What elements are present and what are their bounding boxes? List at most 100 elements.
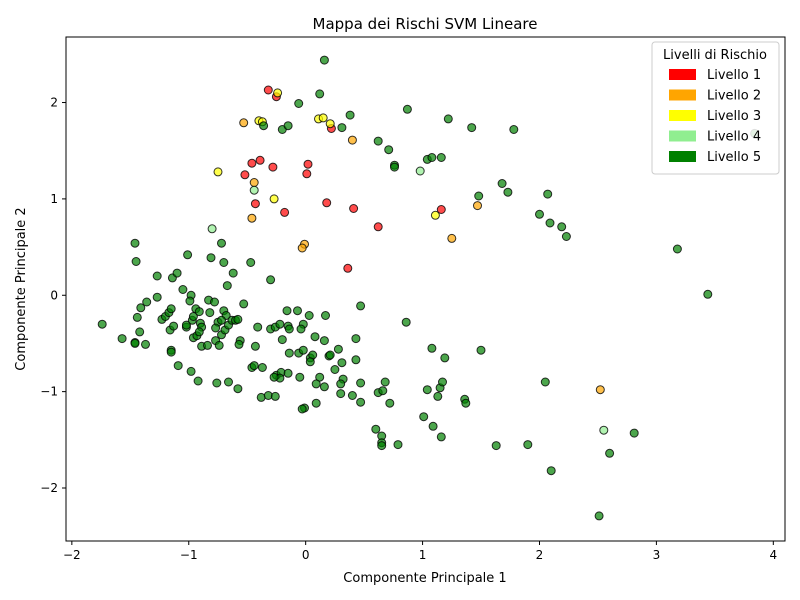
legend-title: Livelli di Rischio	[663, 48, 767, 63]
data-point-livello-1	[436, 205, 446, 214]
data-point-livello-5	[543, 189, 553, 199]
data-point-livello-5	[315, 89, 325, 99]
data-point-livello-5	[282, 306, 292, 316]
data-point-livello-5	[194, 327, 204, 337]
data-point-livello-5	[402, 104, 412, 114]
data-point-livello-5	[283, 368, 293, 378]
data-point-livello-1	[302, 169, 312, 179]
data-point-livello-1	[247, 158, 257, 168]
data-point-livello-2	[447, 233, 457, 243]
data-point-livello-2	[473, 201, 482, 211]
data-point-livello-5	[443, 114, 453, 124]
data-point-livello-5	[351, 334, 361, 344]
data-point-livello-5	[319, 55, 329, 65]
data-point-livello-5	[311, 379, 321, 389]
data-point-livello-1	[255, 155, 265, 165]
data-point-livello-3	[213, 167, 223, 177]
data-point-livello-5	[390, 162, 399, 172]
legend-swatch-livello-1	[669, 69, 696, 80]
x-tick-label: −2	[63, 548, 81, 562]
data-point-livello-1	[303, 159, 313, 169]
data-point-livello-1	[240, 170, 250, 180]
data-point-livello-5	[117, 334, 127, 344]
data-point-livello-1	[373, 222, 383, 232]
y-tick-label: 1	[50, 192, 58, 206]
data-point-livello-5	[336, 379, 346, 389]
data-point-livello-5	[629, 428, 639, 438]
data-point-livello-5	[185, 296, 195, 306]
points-layer	[97, 55, 760, 521]
data-point-livello-5	[250, 341, 260, 351]
data-point-livello-5	[203, 340, 212, 350]
data-point-livello-5	[384, 145, 394, 155]
data-point-livello-5	[217, 238, 226, 248]
data-point-livello-5	[428, 421, 438, 431]
y-tick-label: −1	[40, 385, 58, 399]
data-point-livello-5	[440, 353, 450, 363]
data-point-livello-5	[491, 441, 501, 451]
data-point-livello-5	[509, 125, 519, 134]
data-point-livello-5	[193, 376, 203, 386]
y-tick-label: 2	[50, 96, 58, 110]
data-point-livello-5	[206, 253, 216, 263]
data-point-livello-5	[228, 268, 238, 278]
data-point-livello-4	[599, 425, 609, 435]
data-point-livello-5	[351, 355, 361, 365]
data-point-livello-5	[277, 335, 287, 345]
data-point-livello-5	[304, 311, 314, 320]
data-point-livello-5	[217, 315, 226, 325]
data-point-livello-5	[166, 304, 176, 314]
data-point-livello-5	[356, 301, 366, 311]
data-point-livello-5	[294, 99, 304, 108]
data-point-livello-4	[415, 166, 425, 176]
legend: Livelli di Rischio Livello 1 Livello 2 Liv…	[651, 41, 780, 175]
data-point-livello-5	[540, 377, 550, 387]
data-point-livello-5	[212, 378, 222, 388]
data-point-livello-5	[311, 398, 321, 408]
data-point-livello-5	[257, 363, 267, 372]
data-point-livello-2	[247, 213, 257, 223]
data-point-livello-5	[378, 386, 388, 396]
data-point-livello-5	[401, 317, 411, 327]
data-point-livello-5	[433, 391, 443, 401]
data-point-livello-5	[266, 275, 276, 285]
data-point-livello-5	[219, 258, 229, 267]
data-point-livello-5	[503, 187, 513, 197]
data-point-livello-5	[461, 398, 471, 408]
data-point-livello-5	[325, 350, 335, 360]
data-point-livello-5	[284, 324, 294, 334]
y-tick-label: 0	[50, 288, 58, 302]
data-point-livello-5	[284, 348, 294, 358]
legend-swatch-livello-3	[669, 110, 696, 121]
data-point-livello-5	[330, 365, 340, 374]
data-point-livello-5	[476, 345, 486, 355]
data-point-livello-5	[371, 424, 381, 434]
data-point-livello-5	[467, 123, 477, 133]
data-point-livello-3	[273, 88, 283, 98]
data-point-livello-2	[347, 135, 357, 145]
data-point-livello-5	[234, 339, 244, 349]
data-point-livello-5	[142, 297, 152, 307]
data-point-livello-4	[207, 224, 217, 234]
x-axis: −2 −1 0 1 2 3 4	[63, 541, 777, 562]
data-point-livello-5	[422, 385, 432, 395]
data-point-livello-5	[135, 327, 145, 337]
x-axis-label: Componente Principale 1	[343, 571, 506, 586]
data-point-livello-5	[377, 441, 387, 451]
data-point-livello-5	[672, 244, 682, 254]
data-point-livello-5	[474, 191, 484, 201]
data-point-livello-5	[545, 218, 555, 228]
legend-label-livello-2: Livello 2	[707, 89, 761, 104]
data-point-livello-5	[132, 312, 142, 322]
data-point-livello-5	[345, 110, 355, 120]
data-point-livello-5	[337, 358, 347, 368]
data-point-livello-5	[419, 412, 429, 422]
data-point-livello-5	[152, 292, 162, 302]
data-point-livello-5	[172, 268, 182, 278]
data-point-livello-5	[321, 311, 330, 320]
data-point-livello-5	[297, 404, 307, 414]
data-point-livello-1	[349, 204, 359, 213]
legend-label-livello-4: Livello 4	[707, 130, 761, 145]
data-point-livello-5	[130, 238, 140, 248]
data-point-livello-5	[270, 391, 280, 401]
